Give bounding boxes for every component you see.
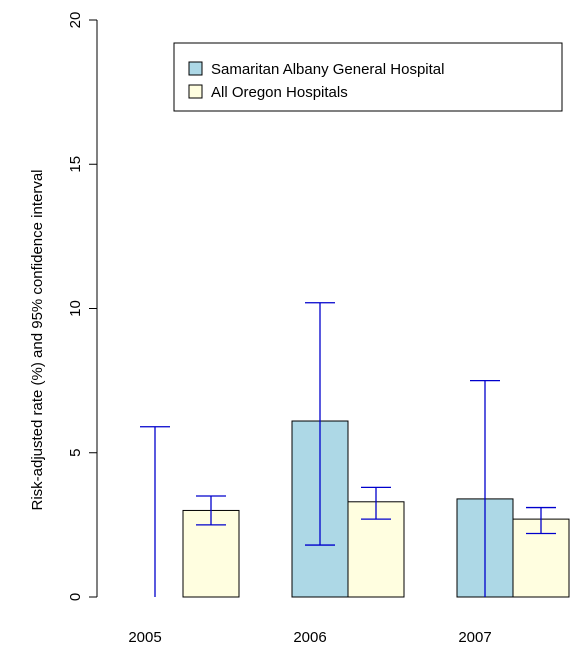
legend-swatch (188, 84, 203, 99)
y-axis: 0 5 10 15 20 (67, 12, 98, 601)
x-category-label: 2007 (458, 629, 491, 646)
x-category-label: 2006 (293, 629, 326, 646)
y-tick-label: 15 (67, 156, 84, 173)
error-bars (140, 302, 556, 597)
legend: Samaritan Albany General Hospital All Ore… (173, 42, 563, 112)
legend-label: All Oregon Hospitals (211, 84, 348, 101)
y-axis-title-group: Risk-adjusted rate (%) and 95% confidenc… (29, 169, 46, 510)
legend-label: Samaritan Albany General Hospital (211, 61, 444, 78)
legend-swatch (188, 61, 203, 76)
y-tick-label: 10 (67, 300, 84, 317)
x-category-label: 2005 (128, 629, 161, 646)
y-tick-label: 20 (67, 12, 84, 29)
y-tick-label: 0 (67, 593, 84, 601)
y-tick-label: 5 (67, 449, 84, 457)
legend-box (173, 42, 563, 112)
x-axis-categories: 2005 2006 2007 (128, 629, 491, 646)
y-axis-title: Risk-adjusted rate (%) and 95% confidenc… (29, 169, 46, 510)
